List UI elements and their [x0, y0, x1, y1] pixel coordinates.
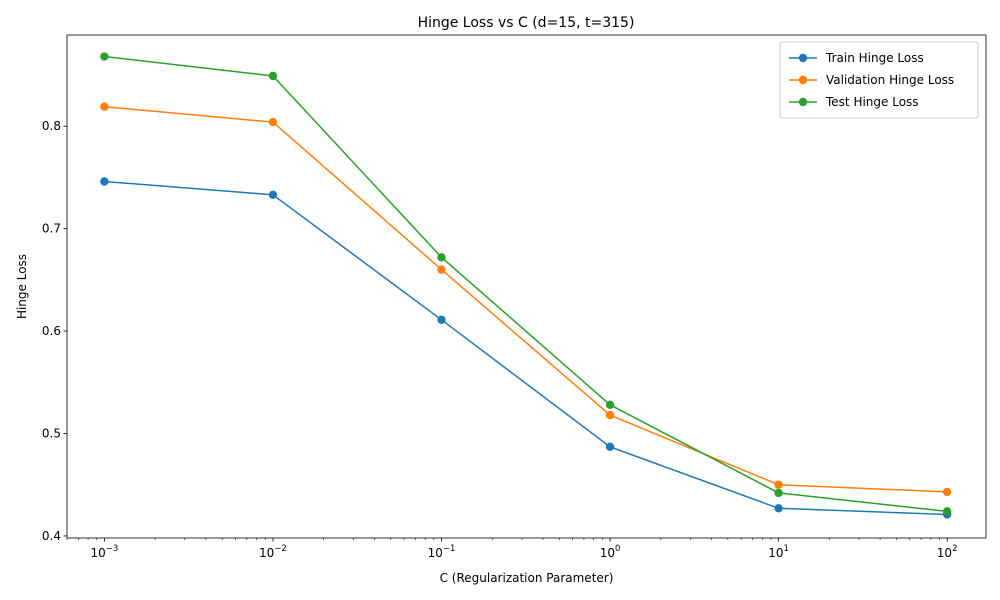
y-tick-label: 0.5 — [42, 427, 61, 441]
data-point — [100, 52, 109, 61]
y-tick-label: 0.7 — [42, 222, 61, 236]
data-point — [268, 71, 278, 81]
data-point — [268, 117, 278, 127]
data-point — [774, 488, 783, 498]
legend-box — [779, 41, 979, 119]
data-point — [774, 504, 783, 513]
y-tick-label: 0.4 — [42, 529, 61, 543]
data-point — [268, 190, 278, 200]
legend-item: Test Hinge Loss — [789, 95, 919, 109]
x-tick-label: 10−1 — [428, 544, 456, 560]
chart-title: Hinge Loss vs C (d=15, t=315) — [418, 15, 635, 31]
y-tick-label: 0.8 — [42, 119, 61, 133]
series-0 — [100, 177, 952, 519]
y-axis: 0.4 0.5 0.6 0.7 0.8 — [42, 119, 67, 543]
data-point — [437, 265, 446, 274]
legend: Train Hinge Loss Validation Hinge Loss Tes… — [779, 41, 979, 119]
series-line — [104, 180, 948, 516]
x-tick-label: 10−3 — [90, 544, 118, 560]
x-tick-label: 10−2 — [259, 544, 287, 560]
legend-label: Test Hinge Loss — [825, 95, 919, 109]
data-point — [605, 442, 615, 452]
legend-item: Train Hinge Loss — [789, 51, 924, 65]
x-tick-label: 100 — [600, 544, 621, 560]
data-point — [774, 480, 783, 489]
data-point — [605, 410, 615, 420]
data-point — [100, 177, 109, 186]
legend-marker — [798, 97, 808, 107]
legend-marker — [798, 75, 808, 85]
y-tick-label: 0.6 — [42, 324, 61, 338]
data-point — [942, 507, 952, 516]
series-line — [104, 55, 948, 513]
plot-area — [100, 52, 952, 519]
legend-label: Validation Hinge Loss — [826, 73, 954, 87]
y-axis-title: Hinge Loss — [15, 254, 29, 319]
series-2 — [100, 52, 952, 516]
legend-item: Validation Hinge Loss — [789, 73, 954, 87]
data-point — [100, 102, 109, 111]
legend-marker — [798, 53, 808, 63]
x-tick-label: 102 — [937, 544, 958, 560]
series-line — [104, 105, 948, 493]
data-point — [437, 253, 446, 262]
legend-label: Train Hinge Loss — [825, 51, 924, 65]
x-axis: 10−3 10−2 10−1 100 101 102 — [66, 538, 958, 560]
series-1 — [100, 102, 952, 497]
x-axis-title: C (Regularization Parameter) — [440, 571, 614, 585]
data-point — [437, 315, 446, 324]
data-point — [605, 400, 615, 410]
x-tick-label: 101 — [768, 544, 789, 560]
plot-frame — [66, 34, 987, 539]
data-point — [942, 487, 952, 497]
